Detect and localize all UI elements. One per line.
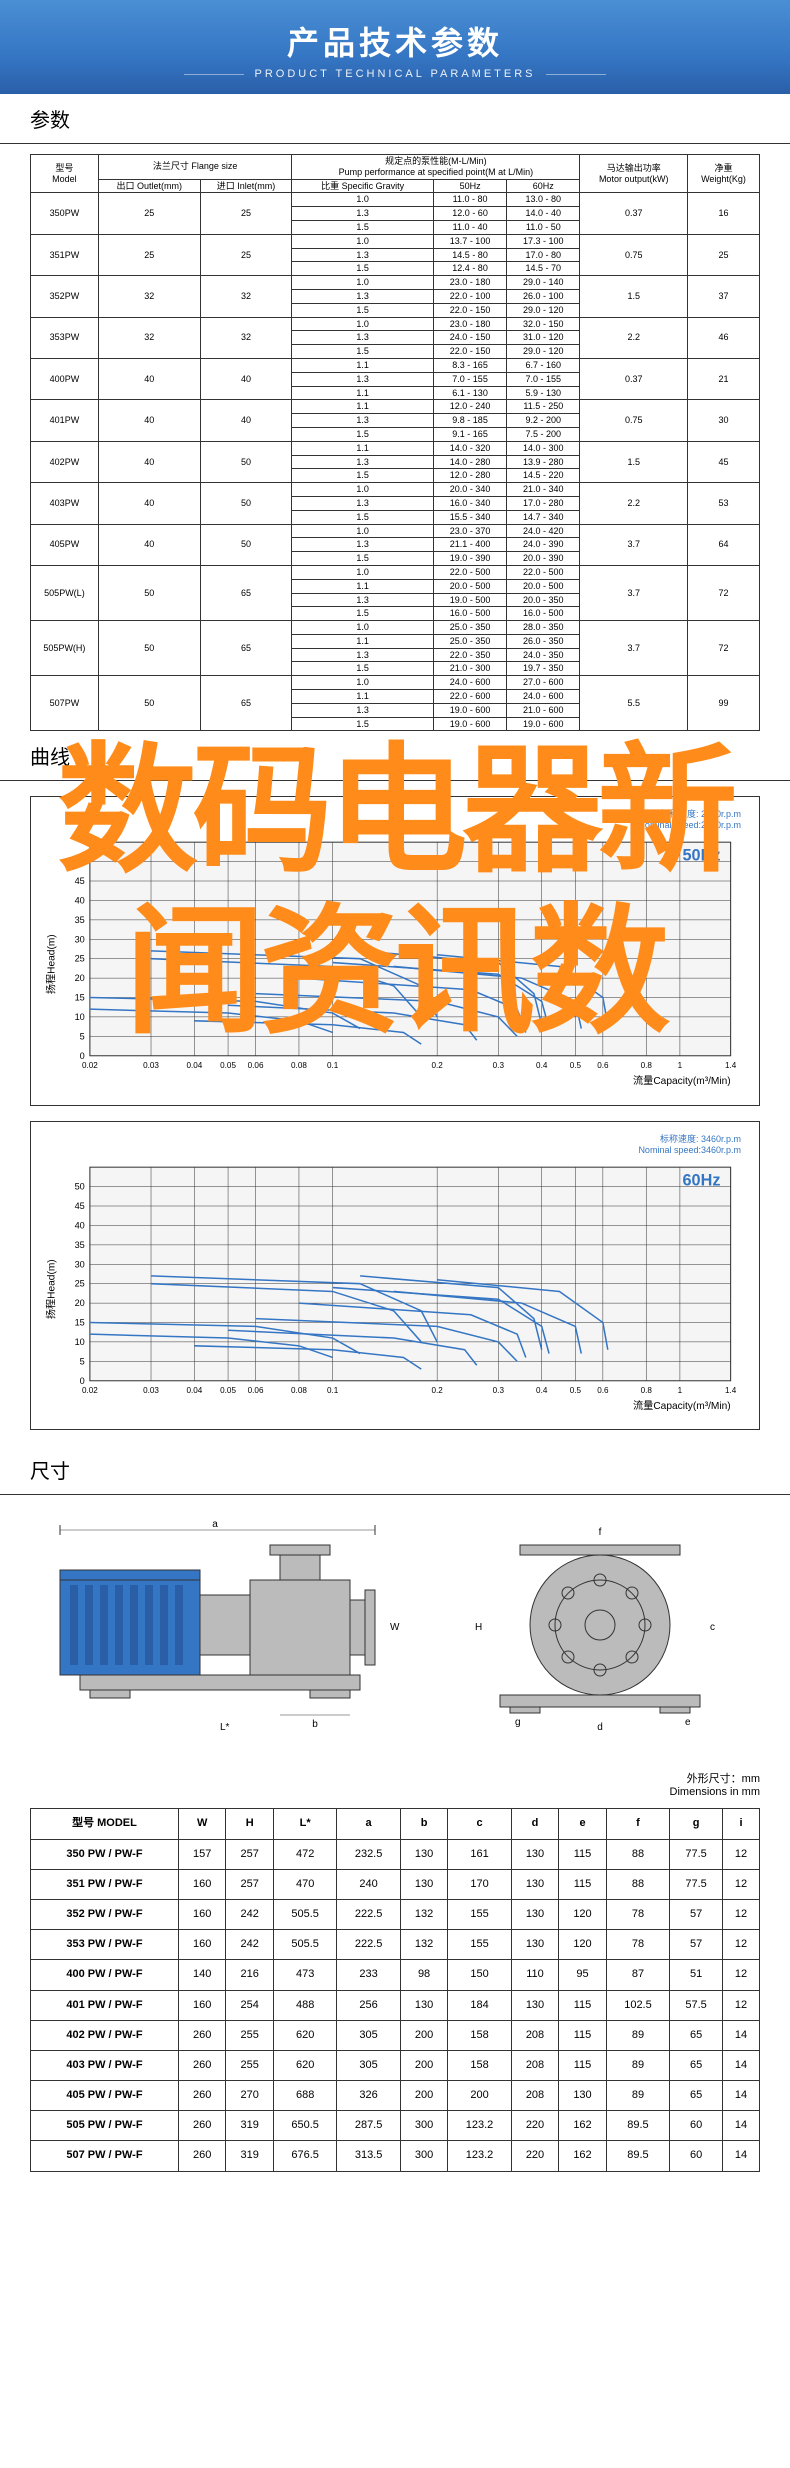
svg-text:25: 25: [75, 1279, 85, 1289]
svg-text:0.6: 0.6: [597, 1386, 609, 1395]
svg-text:0.3: 0.3: [493, 1386, 505, 1395]
params-table: 型号Model 法兰尺寸 Flange size 规定点的泵性能(M-L/Min…: [30, 154, 760, 731]
svg-text:0.04: 0.04: [186, 1061, 202, 1070]
dimension-drawings: a b W L* f c d g e H: [0, 1495, 790, 1765]
section-params: 参数: [0, 94, 790, 144]
svg-text:40: 40: [75, 896, 85, 906]
svg-text:扬程Head(m): 扬程Head(m): [44, 1259, 57, 1319]
svg-text:0.06: 0.06: [248, 1061, 264, 1070]
svg-text:g: g: [515, 1717, 521, 1728]
svg-text:f: f: [599, 1527, 602, 1538]
svg-text:20: 20: [75, 1298, 85, 1308]
banner-title-cn: 产品技术参数: [0, 18, 790, 64]
svg-text:c: c: [710, 1622, 715, 1633]
svg-text:0.02: 0.02: [82, 1061, 98, 1070]
svg-text:W: W: [390, 1622, 400, 1633]
side-view-drawing: a b W L*: [50, 1515, 430, 1745]
svg-text:流量Capacity(m³/Min): 流量Capacity(m³/Min): [633, 1075, 731, 1088]
svg-text:1: 1: [678, 1386, 683, 1395]
svg-text:20: 20: [75, 974, 85, 984]
svg-text:0.05: 0.05: [220, 1061, 236, 1070]
svg-text:0.03: 0.03: [143, 1061, 159, 1070]
svg-text:扬程Head(m): 扬程Head(m): [44, 935, 57, 995]
svg-text:5: 5: [80, 1356, 85, 1366]
svg-text:1: 1: [678, 1061, 683, 1070]
section-curve: 曲线: [0, 731, 790, 781]
svg-text:50Hz: 50Hz: [682, 847, 720, 865]
svg-text:1.4: 1.4: [725, 1061, 737, 1070]
svg-text:0: 0: [80, 1051, 85, 1061]
svg-text:35: 35: [75, 915, 85, 925]
svg-text:0.02: 0.02: [82, 1386, 98, 1395]
svg-text:0.2: 0.2: [432, 1061, 444, 1070]
svg-text:30: 30: [75, 1259, 85, 1269]
svg-text:10: 10: [75, 1012, 85, 1022]
svg-text:30: 30: [75, 935, 85, 945]
svg-text:0.4: 0.4: [536, 1061, 548, 1070]
svg-text:0.08: 0.08: [291, 1386, 307, 1395]
svg-text:0.6: 0.6: [597, 1061, 609, 1070]
svg-text:0.5: 0.5: [570, 1061, 582, 1070]
svg-text:0.8: 0.8: [641, 1061, 653, 1070]
svg-text:0.1: 0.1: [327, 1061, 339, 1070]
svg-text:a: a: [212, 1519, 218, 1530]
svg-text:0.04: 0.04: [186, 1386, 202, 1395]
svg-text:L*: L*: [220, 1722, 230, 1733]
svg-text:H: H: [475, 1622, 482, 1633]
svg-text:0: 0: [80, 1376, 85, 1386]
dimensions-table: 型号 MODELWHL*abcdefgi 350 PW / PW-F157257…: [30, 1808, 760, 2171]
svg-text:15: 15: [75, 1317, 85, 1327]
svg-text:25: 25: [75, 954, 85, 964]
svg-text:0.05: 0.05: [220, 1386, 236, 1395]
svg-text:0.08: 0.08: [291, 1061, 307, 1070]
svg-text:45: 45: [75, 877, 85, 887]
svg-text:d: d: [597, 1722, 603, 1733]
svg-text:0.1: 0.1: [327, 1386, 339, 1395]
banner: 产品技术参数 PRODUCT TECHNICAL PARAMETERS: [0, 0, 790, 94]
svg-text:0.4: 0.4: [536, 1386, 548, 1395]
svg-text:50: 50: [75, 1182, 85, 1192]
svg-text:45: 45: [75, 1201, 85, 1211]
svg-text:10: 10: [75, 1337, 85, 1347]
svg-text:50: 50: [75, 857, 85, 867]
svg-text:1.4: 1.4: [725, 1386, 737, 1395]
svg-text:15: 15: [75, 993, 85, 1003]
banner-title-en: PRODUCT TECHNICAL PARAMETERS: [0, 68, 790, 80]
svg-text:5: 5: [80, 1032, 85, 1042]
svg-text:35: 35: [75, 1240, 85, 1250]
svg-text:流量Capacity(m³/Min): 流量Capacity(m³/Min): [633, 1399, 731, 1412]
svg-text:0.03: 0.03: [143, 1386, 159, 1395]
chart-50hz: 标称速度: 2860r.p.mNominal speed:2860r.p.m 0…: [30, 796, 760, 1105]
svg-text:b: b: [312, 1719, 318, 1730]
svg-text:0.5: 0.5: [570, 1386, 582, 1395]
dim-note: 外形尺寸：mmDimensions in mm: [0, 1765, 790, 1803]
svg-text:60Hz: 60Hz: [682, 1171, 720, 1189]
svg-text:0.06: 0.06: [248, 1386, 264, 1395]
svg-text:40: 40: [75, 1220, 85, 1230]
section-dims: 尺寸: [0, 1445, 790, 1495]
front-view-drawing: f c d g e H: [460, 1515, 740, 1745]
svg-text:0.3: 0.3: [493, 1061, 505, 1070]
svg-text:0.8: 0.8: [641, 1386, 653, 1395]
svg-text:e: e: [685, 1717, 691, 1728]
svg-text:0.2: 0.2: [432, 1386, 444, 1395]
chart-60hz: 标称速度: 3460r.p.mNominal speed:3460r.p.m 0…: [30, 1121, 760, 1430]
